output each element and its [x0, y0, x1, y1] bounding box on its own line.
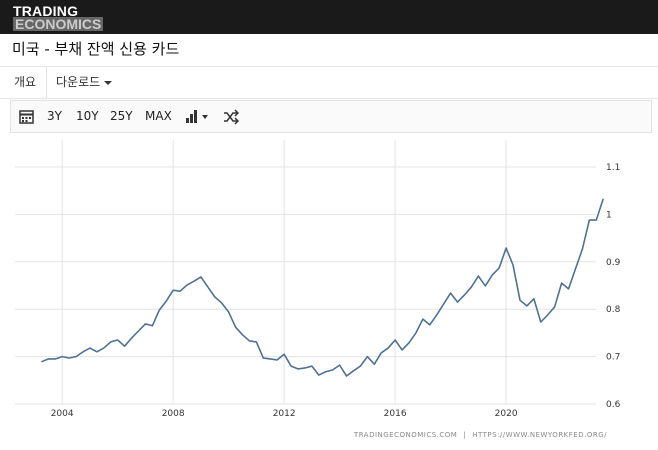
- tab-label: 다운로드: [56, 75, 101, 89]
- tab[interactable]: 개요: [10, 67, 48, 98]
- x-tick-label: 2004: [51, 409, 74, 419]
- y-tick-label: 1.1: [606, 163, 620, 173]
- tabs: 개요 다운로드: [0, 66, 658, 99]
- calendar-icon[interactable]: [19, 109, 35, 125]
- y-tick-label: 0.6: [606, 400, 621, 410]
- x-tick-label: 2008: [162, 409, 185, 419]
- chart-type-icon[interactable]: [185, 109, 211, 125]
- range-button[interactable]: 3Y: [47, 109, 62, 123]
- separator: |: [463, 431, 466, 439]
- source[interactable]: TRADINGECONOMICS.COM: [353, 431, 457, 439]
- top-bar: TRADING ECONOMICS: [0, 0, 658, 34]
- source-text: TRADINGECONOMICS.COM | HTTPS://WWW.NEWYORK…: [353, 431, 607, 439]
- range-button[interactable]: MAX: [145, 109, 172, 123]
- logo[interactable]: TRADING: [13, 3, 79, 19]
- y-tick-label: 0.7: [606, 353, 620, 363]
- y-tick-label: 0.8: [606, 305, 621, 315]
- caret: [104, 80, 113, 85]
- source[interactable]: HTTPS://WWW.NEWYORKFED.ORG/: [472, 431, 607, 439]
- tab[interactable]: 다운로드: [56, 67, 113, 98]
- range-button[interactable]: 25Y: [110, 109, 133, 123]
- x-tick-label: 2012: [273, 409, 296, 419]
- y-tick-label: 0.9: [606, 258, 621, 268]
- chart-area: [10, 136, 650, 450]
- shuffle-icon[interactable]: [223, 109, 239, 125]
- x-tick-label: 2016: [384, 409, 407, 419]
- y-tick-label: 1: [606, 210, 612, 220]
- range-button[interactable]: 10Y: [76, 109, 99, 123]
- page-title: 미국 - 부채 잔액 신용 카드: [12, 40, 180, 58]
- x-tick-label: 2020: [495, 409, 518, 419]
- logo[interactable]: ECONOMICS: [13, 16, 104, 32]
- series-line: [41, 198, 604, 377]
- toolbar: 3Y 10Y 25Y MAX: [10, 100, 652, 133]
